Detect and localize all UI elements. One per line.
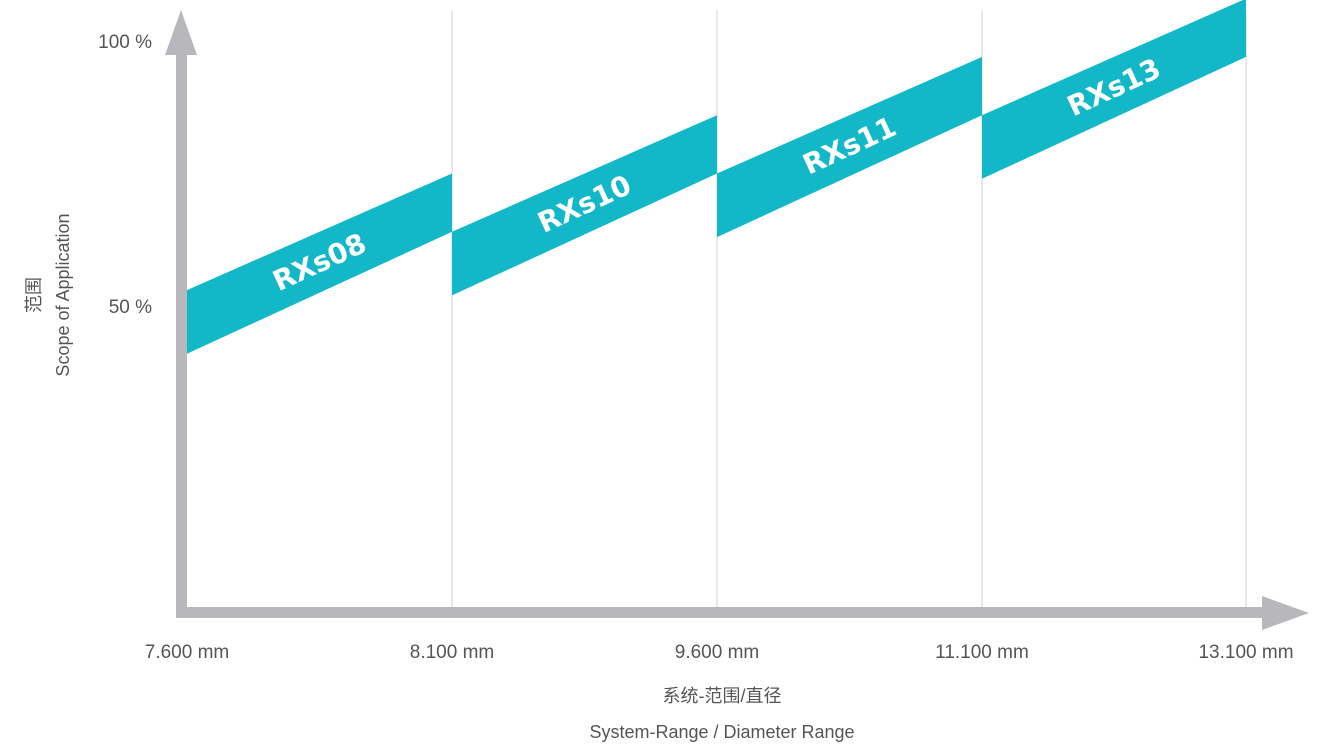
x-axis-title: System-Range / Diameter Range xyxy=(589,722,854,742)
y-axis-arrow xyxy=(165,10,197,55)
y-tick-label: 100 % xyxy=(98,32,152,53)
tick-labels: 7.600 mm 8.100 mm 9.600 mm 11.100 mm 13.100 … xyxy=(98,32,1293,663)
x-axis-line xyxy=(176,607,1274,618)
x-tick-label: 13.100 mm xyxy=(1198,642,1293,663)
y-axis-line xyxy=(176,52,187,618)
x-tick-label: 7.600 mm xyxy=(145,642,229,663)
y-axis-title-cn: 范围 xyxy=(24,277,44,313)
x-axis-arrow xyxy=(1262,596,1309,630)
band-rxs08 xyxy=(187,173,452,354)
axes xyxy=(165,10,1309,630)
y-tick-label: 50 % xyxy=(109,297,152,318)
x-axis-title-cn: 系统-范围/直径 xyxy=(663,686,782,706)
band-rxs11 xyxy=(717,56,982,238)
band-rxs13 xyxy=(982,0,1246,179)
x-tick-label: 9.600 mm xyxy=(675,642,759,663)
band-rxs10 xyxy=(452,115,717,296)
x-tick-label: 8.100 mm xyxy=(410,642,494,663)
y-axis-title: Scope of Application xyxy=(53,213,73,376)
x-tick-label: 11.100 mm xyxy=(935,642,1029,663)
